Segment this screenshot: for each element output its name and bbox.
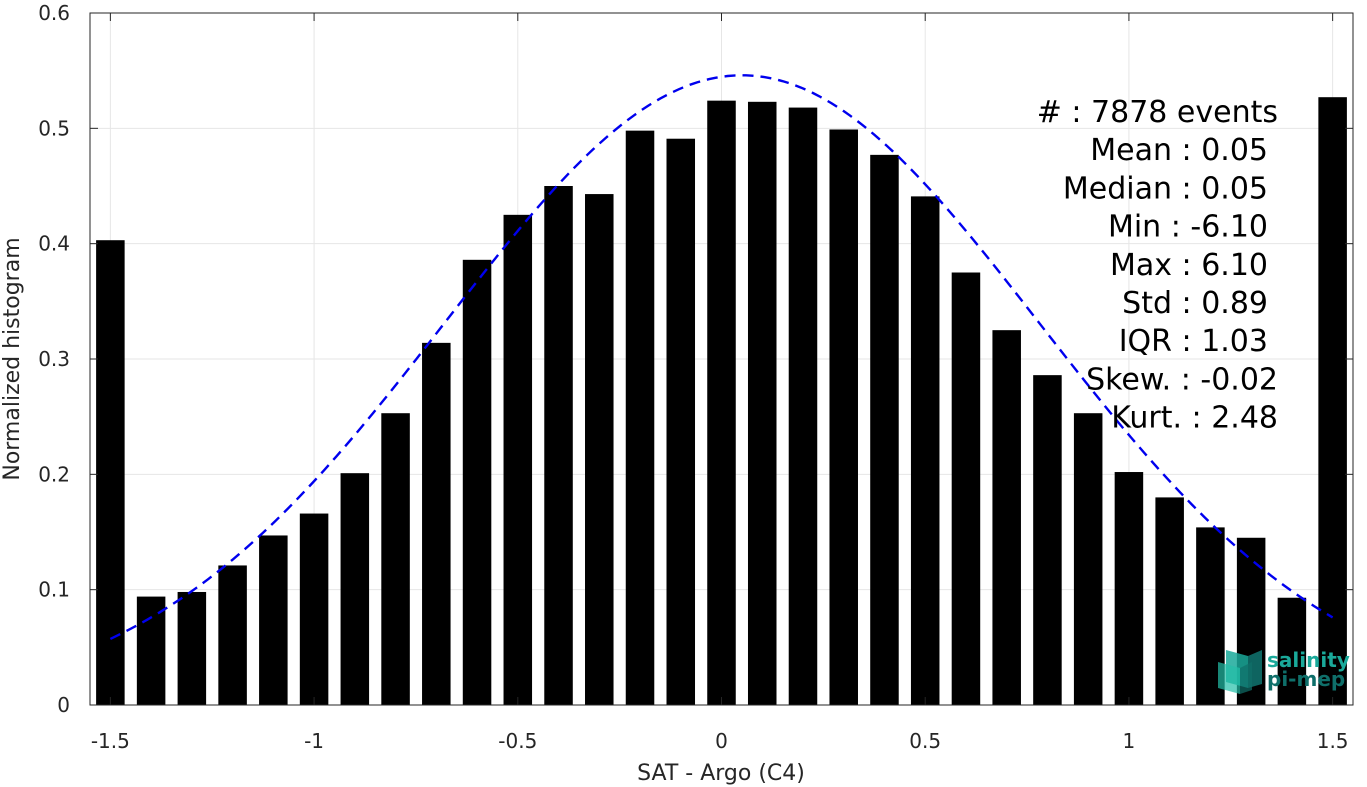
y-tick-label: 0.3 [38, 347, 70, 371]
histogram-bar [1155, 497, 1184, 705]
histogram-bar [422, 342, 451, 705]
y-tick-label: 0.5 [38, 116, 70, 140]
stat-mean: Mean : 0.05 [1090, 133, 1268, 168]
y-tick-label: 0 [57, 693, 70, 717]
histogram-bar [1033, 375, 1062, 705]
histogram-bar [299, 513, 329, 705]
histogram-bar [259, 535, 288, 705]
logo-line2: pi-mep [1267, 667, 1345, 691]
x-tick-label: 0 [715, 729, 728, 753]
histogram-bar [992, 330, 1021, 705]
cube-logo-icon [1218, 650, 1262, 694]
x-tick-label: -0.5 [498, 729, 537, 753]
histogram-bar [1114, 472, 1144, 705]
bar-series [96, 97, 1347, 706]
stat-kurt: Kurt. : 2.48 [1111, 401, 1278, 436]
histogram-bar [136, 596, 166, 705]
y-tick-label: 0.1 [38, 578, 70, 602]
gaussian-fit-curve [109, 74, 1334, 640]
histogram-bar [544, 186, 573, 705]
stat-max: Max : 6.10 [1110, 248, 1268, 283]
logo-line1: salinity [1267, 648, 1350, 672]
x-tick-label: 1.5 [1317, 729, 1349, 753]
histogram-bar [951, 272, 981, 705]
histogram-bar [1073, 413, 1103, 705]
y-tick-label: 0.6 [38, 1, 70, 25]
histogram-bar [1277, 597, 1307, 705]
stat-skew: Skew. : -0.02 [1086, 362, 1278, 397]
histogram-bar [910, 196, 940, 705]
histogram-bar [462, 259, 492, 705]
histogram-bar [829, 129, 858, 705]
histogram-bar [666, 138, 696, 706]
stat-iqr: IQR : 1.03 [1119, 324, 1268, 359]
histogram-bar [381, 413, 410, 705]
stat-min: Min : -6.10 [1108, 210, 1268, 245]
histogram-bar [218, 565, 247, 705]
histogram-bar [503, 214, 533, 706]
histogram-bar [177, 591, 207, 705]
histogram-bar [788, 107, 818, 705]
histogram-bar [340, 473, 370, 705]
histogram-bar [870, 154, 899, 706]
x-tick-label: 1 [1123, 729, 1136, 753]
x-tick-labels: -1.5 -1 -0.5 0 0.5 1 1.5 [91, 729, 1349, 753]
histogram-bar [747, 101, 777, 706]
histogram-bar [1318, 97, 1347, 705]
histogram-bar [625, 130, 655, 705]
histogram-bar [585, 194, 614, 705]
x-tick-label: -1 [304, 729, 324, 753]
y-axis-label: Normalized histogram [0, 237, 25, 480]
x-axis-label: SAT - Argo (C4) [637, 761, 805, 786]
y-tick-label: 0.2 [38, 462, 70, 486]
stat-std: Std : 0.89 [1122, 286, 1268, 321]
y-tick-labels: 0 0.1 0.2 0.3 0.4 0.5 0.6 [38, 1, 70, 717]
axis-ticks [90, 12, 1353, 706]
stat-count: # : 7878 events [1037, 95, 1278, 130]
y-tick-label: 0.4 [38, 232, 70, 256]
histogram-bar [96, 240, 125, 705]
x-tick-label: 0.5 [909, 729, 941, 753]
histogram-bar [707, 100, 736, 706]
salinity-pi-mep-logo: salinity pi-mep [1218, 648, 1350, 694]
x-tick-label: -1.5 [91, 729, 130, 753]
stat-median: Median : 0.05 [1063, 171, 1268, 206]
